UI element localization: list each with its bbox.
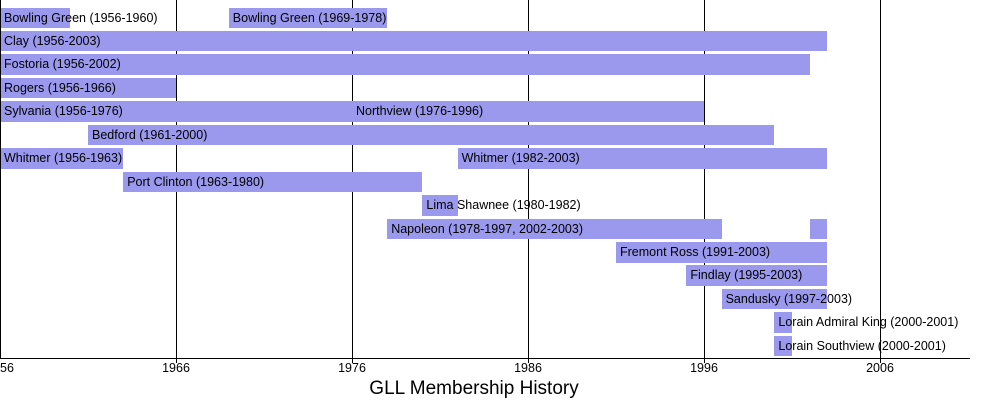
timeline-bar-label: Fostoria (1956-2002) [4, 57, 121, 72]
timeline-bar [0, 77, 176, 99]
timeline-bar [774, 335, 792, 357]
x-tick-label-1956: 56 [0, 361, 14, 375]
timeline-bar-label: Findlay (1995-2003) [690, 268, 803, 283]
timeline-bar [457, 148, 828, 169]
timeline-bar-label: Port Clinton (1963-1980) [127, 174, 265, 189]
timeline-bar [774, 312, 792, 333]
timeline-bar [686, 265, 828, 286]
x-tick-label-1976: 1976 [338, 361, 366, 375]
timeline-bar-label: Whitmer (1982-2003) [461, 151, 580, 166]
timeline-bar-label: Clay (1956-2003) [4, 33, 101, 48]
x-tick-label-2006: 2006 [866, 361, 894, 375]
timeline-bar [123, 171, 423, 193]
timeline-bar [0, 30, 828, 52]
timeline-bar [721, 288, 828, 310]
timeline-bar [0, 101, 352, 122]
timeline-bar [616, 242, 828, 263]
timeline-bar [88, 124, 775, 146]
timeline-bar [228, 7, 388, 28]
timeline-bar-label: Bowling Green (1969-1978) [232, 10, 387, 25]
timeline-bar [0, 7, 71, 28]
x-axis-line [0, 358, 970, 359]
timeline-bar-label: Lorain Admiral King (2000-2001) [778, 315, 959, 330]
timeline-bar-label: Napoleon (1978-1997, 2002-2003) [391, 221, 584, 236]
timeline-bar-label: Lima Shawnee (1980-1982) [426, 198, 581, 213]
timeline-bar-label: Lorain Southview (2000-2001) [778, 338, 946, 353]
timeline-bar-label: Sylvania (1956-1976) [4, 104, 123, 119]
timeline-bar-label: Whitmer (1956-1963) [4, 151, 123, 166]
timeline-bar-label: Bedford (1961-2000) [92, 127, 208, 142]
x-tick-label-1966: 1966 [162, 361, 190, 375]
timeline-bar-label: Northview (1976-1996) [356, 104, 484, 119]
timeline-bar [809, 218, 828, 240]
gridline-1986 [528, 0, 529, 363]
gridline-1996 [704, 0, 705, 363]
chart-title: GLL Membership History [369, 378, 579, 399]
timeline-bar [0, 148, 124, 169]
timeline-bar [387, 218, 722, 240]
x-tick-label-1986: 1986 [514, 361, 542, 375]
timeline-bar [0, 54, 810, 75]
timeline-bar [422, 195, 458, 216]
timeline-bar-label: Bowling Green (1956-1960) [4, 10, 158, 25]
x-tick-label-1996: 1996 [690, 361, 718, 375]
y-axis-spine [0, 0, 1, 358]
timeline-bar-label: Rogers (1956-1966) [4, 80, 116, 95]
timeline-bar-label: Sandusky (1997-2003) [725, 291, 853, 306]
gridline-2006 [880, 0, 881, 363]
timeline-bar [352, 101, 704, 122]
timeline-bar-label: Fremont Ross (1991-2003) [620, 245, 771, 259]
